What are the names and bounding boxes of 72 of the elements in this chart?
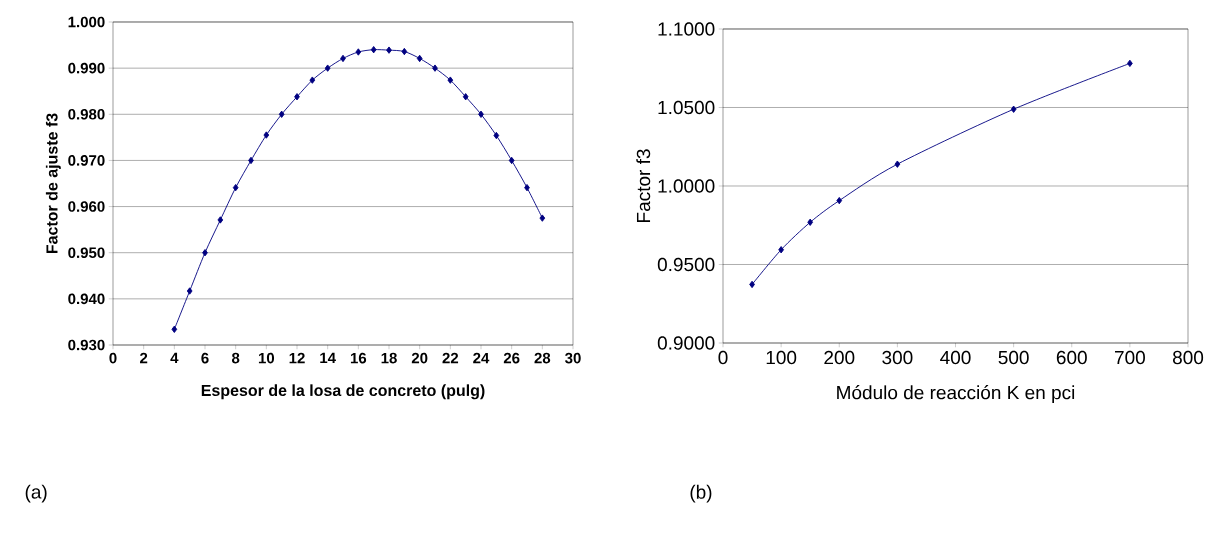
x-axis-title: Espesor de la losa de concreto (pulg) — [201, 384, 485, 400]
point — [202, 249, 208, 257]
x-tick-label: 800 — [1172, 350, 1204, 365]
x-tick-label: 200 — [824, 350, 855, 365]
y-tick-label: 0.960 — [68, 201, 105, 212]
x-tick-label: 30 — [565, 352, 581, 364]
point — [186, 287, 193, 295]
y-tick-label: 1.0500 — [658, 100, 715, 115]
x-tick-label: 12 — [289, 352, 305, 364]
point — [539, 214, 546, 222]
y-tick-label: 0.990 — [68, 62, 105, 74]
point — [324, 64, 331, 72]
x-tick-label: 28 — [534, 352, 551, 364]
y-tick-label: 0.9000 — [657, 336, 715, 350]
x-tick-label: 18 — [381, 352, 397, 364]
y-tick-label: 0.930 — [68, 339, 105, 351]
text: (a) — [25, 484, 47, 503]
x-tick-label: 4 — [170, 352, 179, 364]
x-tick-label: 0 — [109, 352, 117, 364]
point — [894, 160, 901, 168]
point — [309, 76, 316, 84]
x-tick-label: 0 — [718, 350, 728, 365]
x-tick-label: 14 — [320, 352, 336, 364]
point — [386, 46, 392, 54]
y-axis-title: Factor f3 — [636, 149, 651, 222]
y-tick-label: 0.9500 — [657, 257, 715, 272]
x-axis-title: Módulo de reacción K en pci — [837, 385, 1075, 404]
x-tick-label: 20 — [411, 352, 428, 364]
point — [370, 46, 377, 54]
point — [355, 48, 362, 56]
x-tick-label: 6 — [201, 352, 209, 364]
text: (b) — [690, 484, 712, 503]
point — [493, 131, 500, 140]
point — [836, 196, 843, 205]
x-tick-label: 16 — [350, 352, 367, 364]
x-tick-label: 24 — [473, 352, 490, 364]
x-tick-label: 400 — [940, 350, 971, 365]
y-tick-label: 1.1000 — [658, 22, 715, 36]
point — [278, 110, 285, 118]
point — [294, 93, 300, 101]
x-tick-label: 500 — [998, 350, 1029, 365]
y-axis-title: Factor de ajuste f3 — [45, 113, 61, 254]
x-tick-label: 22 — [442, 352, 459, 364]
point — [447, 76, 454, 84]
x-tick-label: 300 — [882, 350, 913, 365]
point — [478, 110, 484, 118]
x-tick-label: 8 — [231, 352, 240, 364]
point — [1010, 105, 1017, 113]
point — [778, 246, 784, 254]
point — [401, 47, 408, 56]
point — [807, 218, 814, 226]
point — [416, 54, 423, 63]
x-tick-label: 600 — [1056, 350, 1087, 365]
point — [508, 156, 515, 165]
point — [263, 131, 270, 139]
y-tick-label: 0.980 — [68, 108, 105, 120]
point — [432, 64, 438, 72]
point — [524, 184, 530, 192]
x-tick-label: 10 — [258, 352, 275, 364]
y-tick-label: 1.000 — [68, 16, 105, 28]
x-tick-label: 700 — [1115, 350, 1145, 365]
x-tick-label: 26 — [503, 352, 520, 364]
point — [171, 325, 178, 333]
point — [232, 184, 239, 192]
y-tick-label: 0.970 — [68, 155, 105, 166]
x-tick-label: 2 — [140, 352, 148, 364]
point — [217, 216, 224, 224]
y-tick-label: 0.940 — [68, 293, 105, 305]
y-tick-label: 1.0000 — [658, 179, 715, 193]
y-tick-label: 0.950 — [68, 247, 105, 259]
x-tick-label: 100 — [766, 350, 797, 365]
point — [462, 93, 469, 101]
